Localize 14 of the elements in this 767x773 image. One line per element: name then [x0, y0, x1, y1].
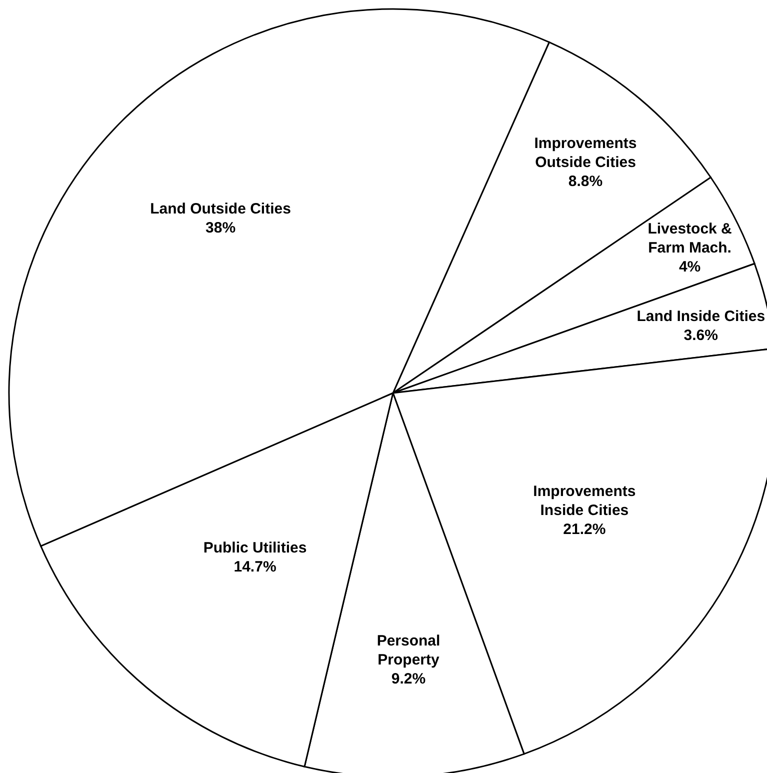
- slice-label: Improvements Outside Cities: [534, 134, 637, 171]
- slice-label: Improvements Inside Cities: [533, 483, 636, 520]
- data-label: 9.2%: [391, 670, 426, 688]
- data-label: 21.2%: [563, 521, 606, 538]
- slice-label: Land Inside Cities: [636, 308, 766, 326]
- data-label: 14.7%: [234, 558, 276, 576]
- slice-label: Public Utilities: [203, 539, 307, 556]
- data-label: 4%: [678, 258, 701, 276]
- data-label: 8.8%: [568, 172, 603, 190]
- slice-label: Personal Property: [376, 632, 440, 669]
- slice-label: Livestock & Farm Mach.: [648, 220, 732, 257]
- slice-label: Land Outside Cities: [150, 200, 291, 218]
- data-label: 3.6%: [684, 327, 718, 344]
- data-label: 38%: [206, 219, 236, 236]
